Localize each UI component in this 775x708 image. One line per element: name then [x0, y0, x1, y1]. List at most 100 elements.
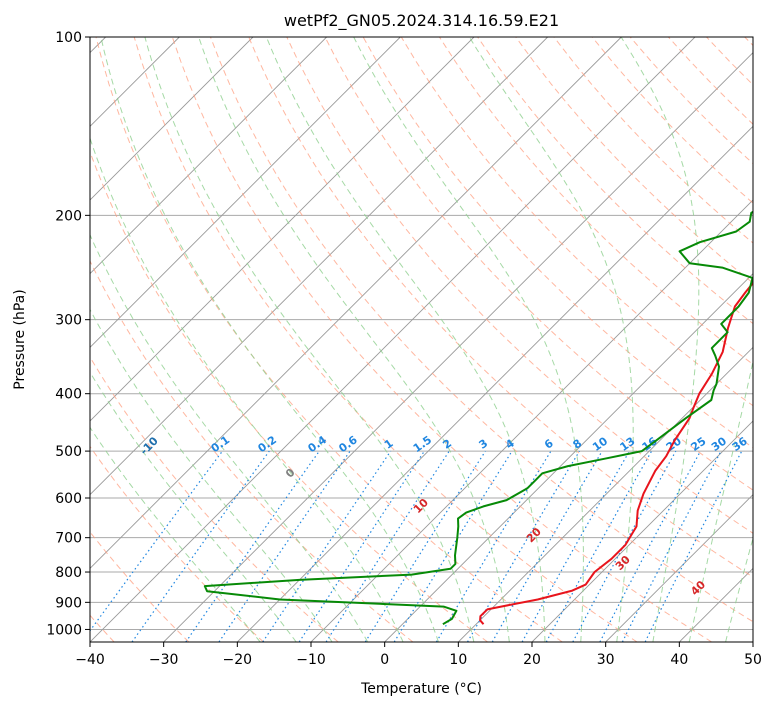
- isotherm-line: [605, 494, 753, 642]
- y-tick-label: 100: [55, 30, 82, 46]
- y-tick-label: 800: [55, 565, 82, 581]
- mixing-ratio-line: [262, 450, 392, 642]
- mixing-ratio-line: [393, 450, 513, 642]
- isotherm-line: [90, 37, 696, 642]
- y-axis: 100 200 300 400 500 600 700 800 900 1000: [46, 30, 90, 638]
- mixing-ratio-line: [90, 450, 223, 632]
- moist-adiabat-label: 30: [613, 553, 633, 573]
- y-tick-label: 300: [55, 313, 82, 329]
- mixing-ratio-label: 6: [542, 437, 556, 452]
- mixing-ratio-line: [218, 450, 351, 642]
- y-tick-label: 900: [55, 595, 82, 611]
- x-tick-label: 30: [597, 652, 615, 668]
- isotherm-line: [90, 37, 254, 201]
- dry-adiabat-line: [90, 259, 414, 642]
- mixing-ratio-label: 0.4: [306, 433, 330, 455]
- y-tick-label: 200: [55, 208, 82, 224]
- isotherm-line: [458, 346, 753, 642]
- isotherm-line: [237, 125, 753, 642]
- moist-adiabat-label: 10: [411, 496, 431, 516]
- y-tick-label: 400: [55, 387, 82, 403]
- mixing-ratio-line: [572, 450, 677, 642]
- dry-adiabat-line: [553, 37, 753, 244]
- mixing-ratio-line: [644, 450, 743, 642]
- x-axis-label: Temperature (°C): [360, 681, 482, 697]
- moist-adiabat-line: [90, 136, 404, 642]
- dry-adiabat-line: [90, 150, 488, 642]
- x-tick-label: −30: [149, 652, 179, 668]
- y-tick-label: 600: [55, 491, 82, 507]
- moist-adiabat-line: [144, 37, 475, 642]
- mixing-ratio-line: [435, 450, 552, 642]
- dry-adiabat-line: [706, 37, 753, 86]
- dry-adiabat-line: [95, 37, 563, 642]
- dry-adiabat-line: [133, 37, 638, 642]
- y-tick-label: 1000: [46, 622, 82, 638]
- temperature-profile: [479, 281, 753, 625]
- dry-adiabat-line: [248, 37, 753, 578]
- mixing-ratio-label: 0.6: [336, 433, 360, 455]
- plot-frame: [89, 36, 754, 643]
- dry-adiabat-line: [286, 37, 753, 534]
- mixing-ratio-line: [545, 450, 653, 642]
- dry-adiabat-line: [90, 356, 339, 642]
- moist-adiabat-label: 20: [524, 525, 544, 545]
- mixing-ratio-line: [364, 450, 486, 642]
- moist-adiabat-line: [198, 37, 510, 642]
- mixing-ratio-label: 1.5: [411, 433, 434, 455]
- x-tick-label: −20: [223, 652, 253, 668]
- sounding-profiles: [203, 210, 753, 626]
- dry-adiabat-line: [90, 445, 264, 642]
- x-tick-label: −40: [75, 652, 105, 668]
- isotherm-line: [163, 52, 753, 642]
- moist-adiabat-label: 40: [688, 578, 708, 598]
- y-tick-label: 500: [55, 444, 82, 460]
- moist-adiabat-line: [620, 37, 700, 642]
- x-axis: −40 −30 −20 −10 0 10 20 30 40 50: [75, 642, 762, 668]
- isotherm-line: [90, 37, 475, 422]
- isotherm-line: [90, 37, 401, 348]
- isotherm-line: [384, 273, 753, 642]
- dry-adiabat-label: -10: [138, 434, 161, 457]
- moist-adiabat-line: [265, 37, 546, 642]
- x-tick-label: 40: [670, 652, 688, 668]
- moist-adiabat-line: [90, 426, 261, 642]
- dry-adiabat-line: [324, 37, 753, 491]
- mixing-ratio-label: 2: [440, 437, 454, 452]
- moist-adiabat-line: [90, 371, 297, 642]
- isotherm-line: [90, 37, 548, 496]
- y-axis-label: Pressure (hPa): [12, 289, 28, 389]
- moist-adiabat-line: [688, 358, 753, 642]
- mixing-ratio-line: [298, 450, 425, 642]
- mixing-ratio-label: 3: [477, 437, 491, 452]
- dewpoint-profile: [203, 210, 753, 626]
- moist-adiabat-line: [468, 37, 634, 642]
- mixing-ratio-line: [325, 450, 450, 642]
- moist-adiabat-line: [100, 37, 439, 642]
- x-tick-label: −10: [296, 652, 326, 668]
- y-tick-label: 700: [55, 531, 82, 547]
- dry-adiabat-line: [210, 37, 753, 623]
- moist-adiabat-line: [90, 233, 369, 642]
- moist-adiabat-line: [90, 308, 333, 642]
- isotherm-line: [752, 641, 753, 642]
- mixing-ratio-line: [185, 450, 320, 642]
- dry-adiabat-line: [515, 37, 753, 284]
- isotherm-line: [90, 37, 622, 569]
- background-lines: [90, 37, 753, 642]
- dry-adiabat-line: [90, 531, 190, 642]
- dry-adiabat-line: [171, 37, 712, 642]
- moist-adiabat-line: [725, 536, 753, 642]
- mixing-ratio-label: 0.1: [209, 433, 232, 455]
- x-tick-label: 50: [744, 652, 762, 668]
- x-tick-label: 20: [523, 652, 541, 668]
- isotherm-line: [90, 37, 327, 275]
- mixing-ratio-line: [599, 450, 702, 642]
- x-tick-label: 10: [449, 652, 467, 668]
- chart-title: wetPf2_GN05.2024.314.16.59.E21: [284, 11, 559, 31]
- moist-adiabat-line: [353, 37, 584, 642]
- x-tick-label: 0: [380, 652, 389, 668]
- isotherm-line: [679, 567, 753, 642]
- isotherm-line: [531, 420, 753, 642]
